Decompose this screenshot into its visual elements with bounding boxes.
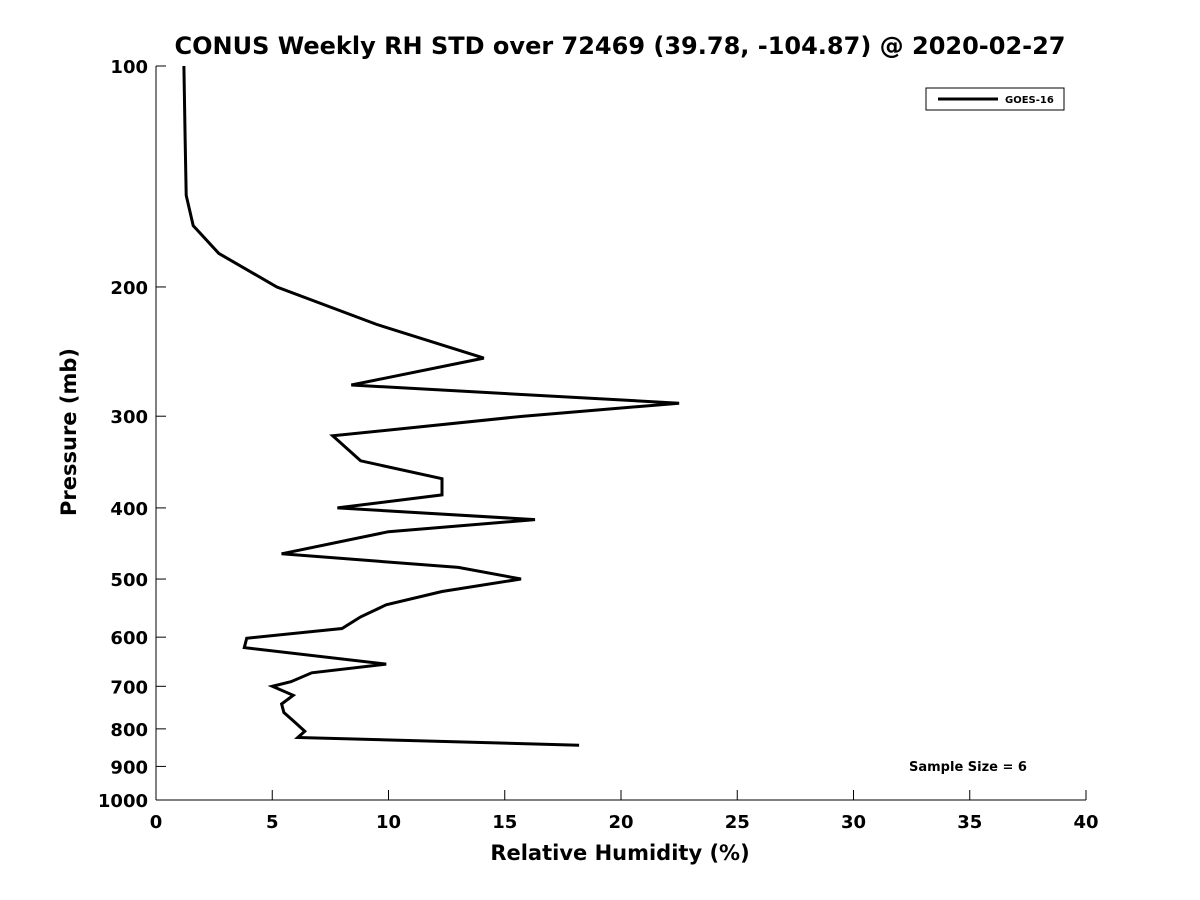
y-tick-label: 700 [110, 677, 148, 698]
x-tick-label: 35 [957, 812, 982, 833]
chart-title: CONUS Weekly RH STD over 72469 (39.78, -… [174, 32, 1065, 60]
y-tick-label: 200 [110, 278, 148, 299]
x-axis-label: Relative Humidity (%) [490, 841, 749, 865]
y-tick-label: 400 [110, 499, 148, 520]
x-tick-label: 30 [841, 812, 866, 833]
y-tick-label: 500 [110, 570, 148, 591]
x-tick-label: 10 [376, 812, 401, 833]
x-tick-label: 40 [1073, 812, 1098, 833]
x-tick-label: 0 [150, 812, 163, 833]
y-tick-label: 1000 [98, 791, 148, 812]
y-tick-label: 800 [110, 720, 148, 741]
y-tick-label: 900 [110, 757, 148, 778]
legend-label-goes16: GOES-16 [1005, 95, 1054, 106]
series-line-goes16 [182, 65, 680, 747]
x-tick-label: 15 [492, 812, 517, 833]
x-axis-ticks: 0 5 10 15 20 25 30 35 40 [150, 790, 1099, 833]
x-tick-label: 5 [266, 812, 279, 833]
sample-size-note: Sample Size = 6 [909, 760, 1027, 775]
y-axis-ticks: 100 200 300 400 500 600 700 800 900 1000 [98, 57, 166, 812]
axes [155, 66, 1086, 801]
legend: GOES-16 [925, 87, 1065, 111]
y-tick-label: 300 [110, 407, 148, 428]
x-tick-label: 25 [725, 812, 750, 833]
x-tick-label: 20 [608, 812, 633, 833]
y-axis-label: Pressure (mb) [57, 348, 81, 516]
plot-area [182, 65, 680, 747]
y-tick-label: 100 [110, 57, 148, 78]
y-tick-label: 600 [110, 628, 148, 649]
